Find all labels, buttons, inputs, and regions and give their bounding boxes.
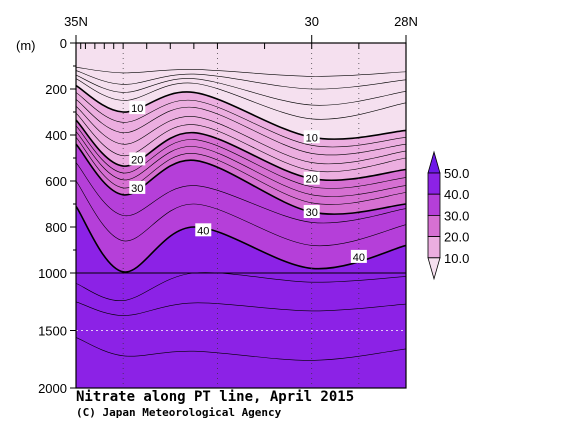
- x-tick-label: 35N: [64, 14, 88, 29]
- contour-line-24: [76, 131, 406, 197]
- contour-label: 10: [306, 132, 318, 144]
- y-tick-label: 1500: [38, 324, 67, 339]
- contour-label: 10: [131, 103, 143, 115]
- contour-line-44: [76, 337, 406, 361]
- contour-label: 40: [197, 225, 209, 237]
- contour-labels: 10 20 30 40 10 20 30 40: [129, 101, 367, 264]
- contour-label-bg: [129, 152, 146, 166]
- contour-line-22: [76, 125, 406, 189]
- colorbar-segment: [427, 214, 441, 237]
- y-tick-label: 0: [60, 36, 67, 51]
- y-tick-label: 1000: [38, 266, 67, 281]
- contour-line-20: [76, 119, 406, 182]
- colorbar-bottom-arrow: [427, 257, 441, 281]
- contour-line-4: [76, 70, 406, 90]
- colorbar: 50.0 40.0 30.0 20.0 10.0: [427, 150, 469, 281]
- colorbar-label: 20.0: [444, 230, 469, 245]
- contour-lines: [76, 66, 406, 361]
- x-tick-label: 30: [304, 14, 318, 29]
- contour-label: 20: [306, 174, 318, 186]
- colorbar-segment: [427, 172, 441, 195]
- contour-line-33: [76, 162, 406, 224]
- y-tick-label: 800: [45, 220, 67, 235]
- colorbar-top-arrow: [427, 150, 441, 174]
- contour-label-bg: [129, 101, 146, 115]
- contour-label: 30: [131, 183, 143, 195]
- credit-text: (C) Japan Meteorological Agency: [76, 406, 282, 419]
- contour-line-8: [76, 78, 406, 120]
- contour-line-36: [76, 180, 406, 247]
- contour-label: 30: [306, 207, 318, 219]
- colorbar-segment: [427, 236, 441, 259]
- contour-label: 40: [353, 252, 365, 264]
- y-unit-label: (m): [16, 38, 36, 53]
- colorbar-label: 10.0: [444, 251, 469, 266]
- contour-label-bg: [195, 223, 212, 237]
- contour-line-26: [76, 137, 406, 205]
- grid-lines: [76, 43, 406, 388]
- plot-border: [75, 42, 407, 389]
- contour-label-bg: [303, 205, 320, 219]
- contour-line-16: [76, 106, 406, 165]
- contour-label: 20: [131, 154, 143, 166]
- contour-line-10: [76, 84, 406, 140]
- colorbar-segment: [427, 193, 441, 216]
- y-tick-label: 600: [45, 174, 67, 189]
- contour-line-40: [76, 205, 406, 273]
- concentration-fills: [76, 43, 406, 388]
- y-tick-label: 2000: [38, 381, 67, 396]
- plot-frame: [75, 42, 407, 389]
- colorbar-label: 40.0: [444, 187, 469, 202]
- contour-line-12: [76, 92, 406, 148]
- chart-title: Nitrate along PT line, April 2015: [76, 389, 355, 405]
- band-fill-44: [76, 337, 406, 388]
- colorbar-label: 30.0: [444, 208, 469, 223]
- y-tick-label: 200: [45, 82, 67, 97]
- contour-label-bg: [303, 171, 320, 185]
- axes: 35N 30 28N 0 200 400 600 800 1000 1500 2000 (m): [16, 14, 418, 396]
- colorbar-label: 50.0: [444, 166, 469, 181]
- contour-line-30: [76, 143, 406, 215]
- contour-line-2: [76, 66, 406, 77]
- contour-label-bg: [129, 180, 146, 194]
- contour-label-bg: [350, 249, 367, 263]
- contour-line-6: [76, 74, 406, 106]
- contour-line-14: [76, 99, 406, 156]
- contour-label-bg: [303, 130, 320, 144]
- contour-line-18: [76, 112, 406, 173]
- y-tick-label: 400: [45, 128, 67, 143]
- x-tick-label: 28N: [394, 14, 418, 29]
- contour-line-43: [76, 301, 406, 316]
